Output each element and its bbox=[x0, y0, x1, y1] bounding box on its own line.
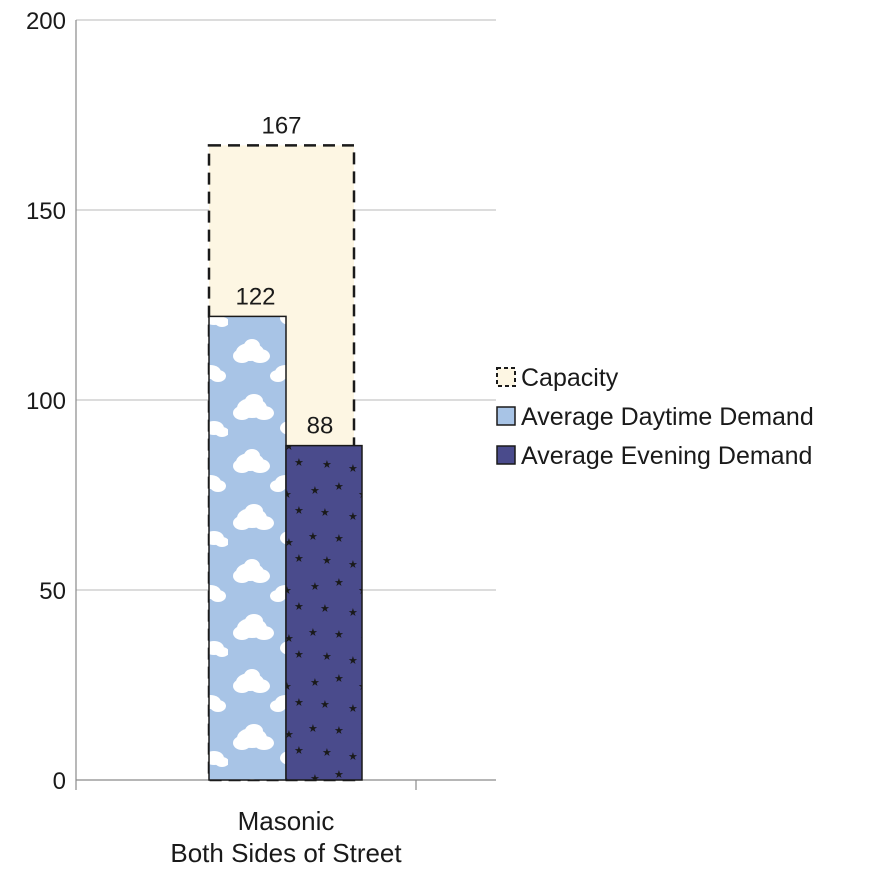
legend-label: Average Evening Demand bbox=[521, 442, 812, 470]
legend-label: Average Daytime Demand bbox=[521, 403, 814, 431]
bar-average-daytime-demand bbox=[208, 315, 287, 781]
y-tick-label: 0 bbox=[53, 768, 66, 795]
legend-swatch bbox=[496, 367, 516, 387]
data-label-average-evening-demand: 88 bbox=[307, 413, 334, 440]
legend: Capacity Average Daytime Demand Average Ev… bbox=[496, 364, 814, 470]
x-category-label: Both Sides of Street bbox=[170, 838, 402, 868]
legend-swatch bbox=[496, 445, 516, 465]
x-category-label: Masonic bbox=[238, 806, 335, 836]
y-tick-label: 100 bbox=[26, 388, 66, 415]
y-tick-label: 150 bbox=[26, 198, 66, 225]
data-label-average-daytime-demand: 122 bbox=[235, 283, 275, 310]
data-label-capacity: 167 bbox=[261, 112, 301, 139]
bar-average-evening-demand bbox=[285, 444, 363, 781]
legend-label: Capacity bbox=[521, 364, 619, 392]
legend-swatch bbox=[496, 406, 516, 426]
data-labels: 167 122 88 bbox=[235, 112, 333, 439]
bars bbox=[207, 144, 363, 782]
y-tick-label: 200 bbox=[26, 8, 66, 35]
y-tick-label: 50 bbox=[39, 578, 66, 605]
